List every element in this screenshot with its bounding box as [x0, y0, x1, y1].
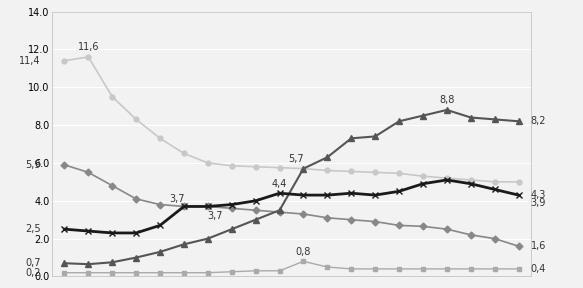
- Text: 3,9: 3,9: [531, 198, 546, 208]
- Text: 4,4: 4,4: [272, 179, 287, 189]
- Text: 4,3: 4,3: [531, 190, 546, 200]
- Text: 1,6: 1,6: [531, 241, 546, 251]
- Text: 5,7: 5,7: [289, 154, 304, 164]
- Text: 8,8: 8,8: [439, 95, 455, 105]
- Text: 11,4: 11,4: [19, 56, 40, 66]
- Text: 0,4: 0,4: [531, 264, 546, 274]
- Text: 11,6: 11,6: [78, 42, 99, 52]
- Text: 5,9: 5,9: [25, 160, 40, 170]
- Text: 0,8: 0,8: [296, 247, 311, 257]
- Text: 8,2: 8,2: [531, 116, 546, 126]
- Text: 3,7: 3,7: [208, 211, 223, 221]
- Text: 3,7: 3,7: [169, 194, 184, 204]
- Text: 0,7: 0,7: [25, 258, 40, 268]
- Text: 2,5: 2,5: [25, 224, 40, 234]
- Text: 0,2: 0,2: [25, 268, 40, 278]
